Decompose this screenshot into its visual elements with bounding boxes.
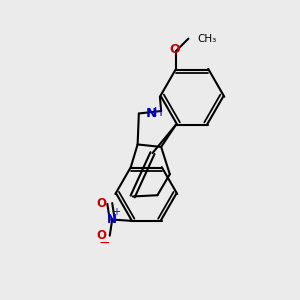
Text: CH₃: CH₃ xyxy=(198,34,217,44)
Text: +: + xyxy=(112,207,120,217)
Text: −: − xyxy=(99,236,111,250)
Text: N: N xyxy=(107,213,117,226)
Text: H: H xyxy=(154,106,163,119)
Text: O: O xyxy=(96,229,106,242)
Text: O: O xyxy=(169,43,180,56)
Text: O: O xyxy=(96,197,106,210)
Text: N: N xyxy=(146,107,157,120)
